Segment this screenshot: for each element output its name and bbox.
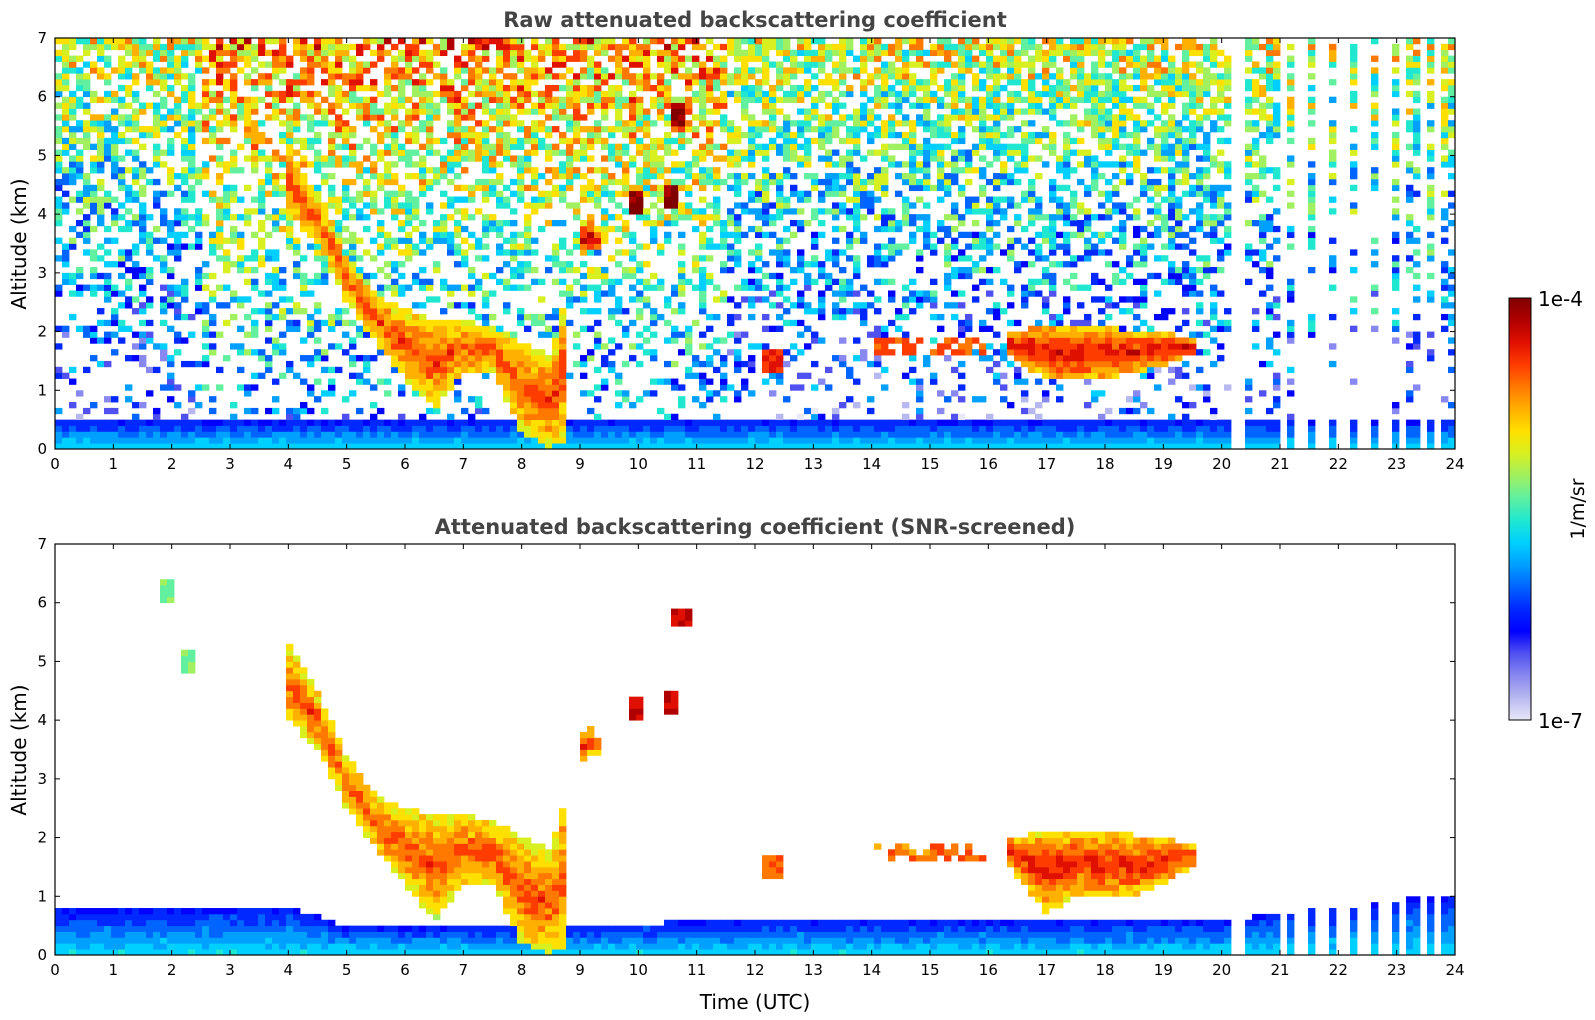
x-tick-label: 12 bbox=[745, 961, 764, 979]
x-tick-label: 6 bbox=[400, 455, 410, 473]
x-tick-label: 2 bbox=[167, 455, 177, 473]
x-tick-label: 9 bbox=[575, 455, 585, 473]
colorbar: 1e-4 1e-7 1/m/sr bbox=[1508, 287, 1589, 733]
x-tick-label: 22 bbox=[1329, 961, 1348, 979]
x-axis-label: Time (UTC) bbox=[699, 990, 811, 1014]
y-tick-label: 5 bbox=[37, 146, 47, 164]
x-tick-label: 6 bbox=[400, 961, 410, 979]
x-tick-label: 8 bbox=[517, 961, 527, 979]
y-axis-label: Altitude (km) bbox=[7, 178, 31, 309]
y-tick-label: 4 bbox=[37, 205, 47, 223]
colorbar-max-label: 1e-4 bbox=[1538, 287, 1583, 311]
y-ticks-screened: 0 1 2 3 4 5 6 7 bbox=[37, 535, 1455, 964]
x-tick-label: 23 bbox=[1387, 961, 1406, 979]
x-tick-label: 14 bbox=[862, 455, 881, 473]
x-tick-label: 17 bbox=[1037, 961, 1056, 979]
x-tick-label: 1 bbox=[109, 961, 119, 979]
y-tick-label: 0 bbox=[37, 440, 47, 458]
y-axis-label: Altitude (km) bbox=[7, 684, 31, 815]
x-tick-label: 14 bbox=[862, 961, 881, 979]
x-tick-label: 0 bbox=[50, 455, 60, 473]
y-tick-label: 3 bbox=[37, 770, 47, 788]
y-tick-label: 6 bbox=[37, 88, 47, 106]
y-tick-label: 2 bbox=[37, 829, 47, 847]
x-tick-label: 10 bbox=[629, 455, 648, 473]
x-tick-label: 13 bbox=[804, 961, 823, 979]
x-tick-label: 0 bbox=[50, 961, 60, 979]
x-tick-label: 1 bbox=[109, 455, 119, 473]
y-ticks-raw: 0 1 2 3 4 5 6 7 bbox=[37, 29, 1455, 458]
x-tick-label: 4 bbox=[284, 455, 294, 473]
x-tick-label: 11 bbox=[687, 961, 706, 979]
x-tick-label: 19 bbox=[1154, 961, 1173, 979]
x-tick-label: 24 bbox=[1445, 455, 1464, 473]
x-tick-label: 20 bbox=[1212, 961, 1231, 979]
x-tick-label: 12 bbox=[745, 455, 764, 473]
y-tick-label: 6 bbox=[37, 594, 47, 612]
x-tick-label: 23 bbox=[1387, 455, 1406, 473]
heatmap-screened bbox=[55, 544, 1455, 955]
x-tick-label: 11 bbox=[687, 455, 706, 473]
x-tick-label: 18 bbox=[1095, 455, 1114, 473]
colorbar-min-label: 1e-7 bbox=[1538, 709, 1583, 733]
x-tick-label: 5 bbox=[342, 961, 352, 979]
x-tick-label: 10 bbox=[629, 961, 648, 979]
x-tick-label: 4 bbox=[284, 961, 294, 979]
plot-background bbox=[55, 544, 1455, 955]
x-tick-label: 15 bbox=[920, 455, 939, 473]
y-tick-label: 1 bbox=[37, 887, 47, 905]
panel-title: Attenuated backscattering coefficient (S… bbox=[435, 515, 1076, 539]
x-tick-label: 22 bbox=[1329, 455, 1348, 473]
y-tick-label: 2 bbox=[37, 323, 47, 341]
x-tick-label: 18 bbox=[1095, 961, 1114, 979]
x-tick-label: 20 bbox=[1212, 455, 1231, 473]
x-tick-label: 17 bbox=[1037, 455, 1056, 473]
x-tick-label: 21 bbox=[1270, 455, 1289, 473]
panel-title: Raw attenuated backscattering coefficien… bbox=[503, 8, 1007, 32]
x-ticks-screened: 0 1 2 3 4 5 6 7 8 9 10 11 12 13 14 15 16 17 18 19 20 21 22 23 24 bbox=[50, 544, 1465, 979]
heatmap-raw bbox=[55, 38, 1455, 449]
y-tick-label: 7 bbox=[37, 29, 47, 47]
colorbar-axis-label: 1/m/sr bbox=[1567, 478, 1589, 539]
x-tick-label: 21 bbox=[1270, 961, 1289, 979]
panel-raw: Raw attenuated backscattering coefficien… bbox=[7, 8, 1465, 473]
x-tick-label: 3 bbox=[225, 961, 235, 979]
y-tick-label: 0 bbox=[37, 946, 47, 964]
x-tick-label: 24 bbox=[1445, 961, 1464, 979]
y-tick-label: 5 bbox=[37, 652, 47, 670]
x-tick-label: 3 bbox=[225, 455, 235, 473]
x-tick-label: 5 bbox=[342, 455, 352, 473]
colorbar-bar bbox=[1508, 297, 1532, 721]
x-tick-label: 7 bbox=[459, 961, 469, 979]
x-tick-label: 16 bbox=[979, 455, 998, 473]
y-tick-label: 7 bbox=[37, 535, 47, 553]
x-tick-label: 8 bbox=[517, 455, 527, 473]
y-tick-label: 3 bbox=[37, 264, 47, 282]
y-tick-label: 4 bbox=[37, 711, 47, 729]
x-tick-label: 13 bbox=[804, 455, 823, 473]
x-tick-label: 7 bbox=[459, 455, 469, 473]
panel-screened: Attenuated backscattering coefficient (S… bbox=[7, 515, 1465, 1014]
x-tick-label: 16 bbox=[979, 961, 998, 979]
x-tick-label: 19 bbox=[1154, 455, 1173, 473]
x-tick-label: 2 bbox=[167, 961, 177, 979]
x-tick-label: 15 bbox=[920, 961, 939, 979]
y-tick-label: 1 bbox=[37, 381, 47, 399]
x-ticks-raw: 0 1 2 3 4 5 6 7 8 9 10 11 12 13 14 15 16 17 18 19 20 21 22 23 24 bbox=[50, 38, 1465, 473]
x-tick-label: 9 bbox=[575, 961, 585, 979]
